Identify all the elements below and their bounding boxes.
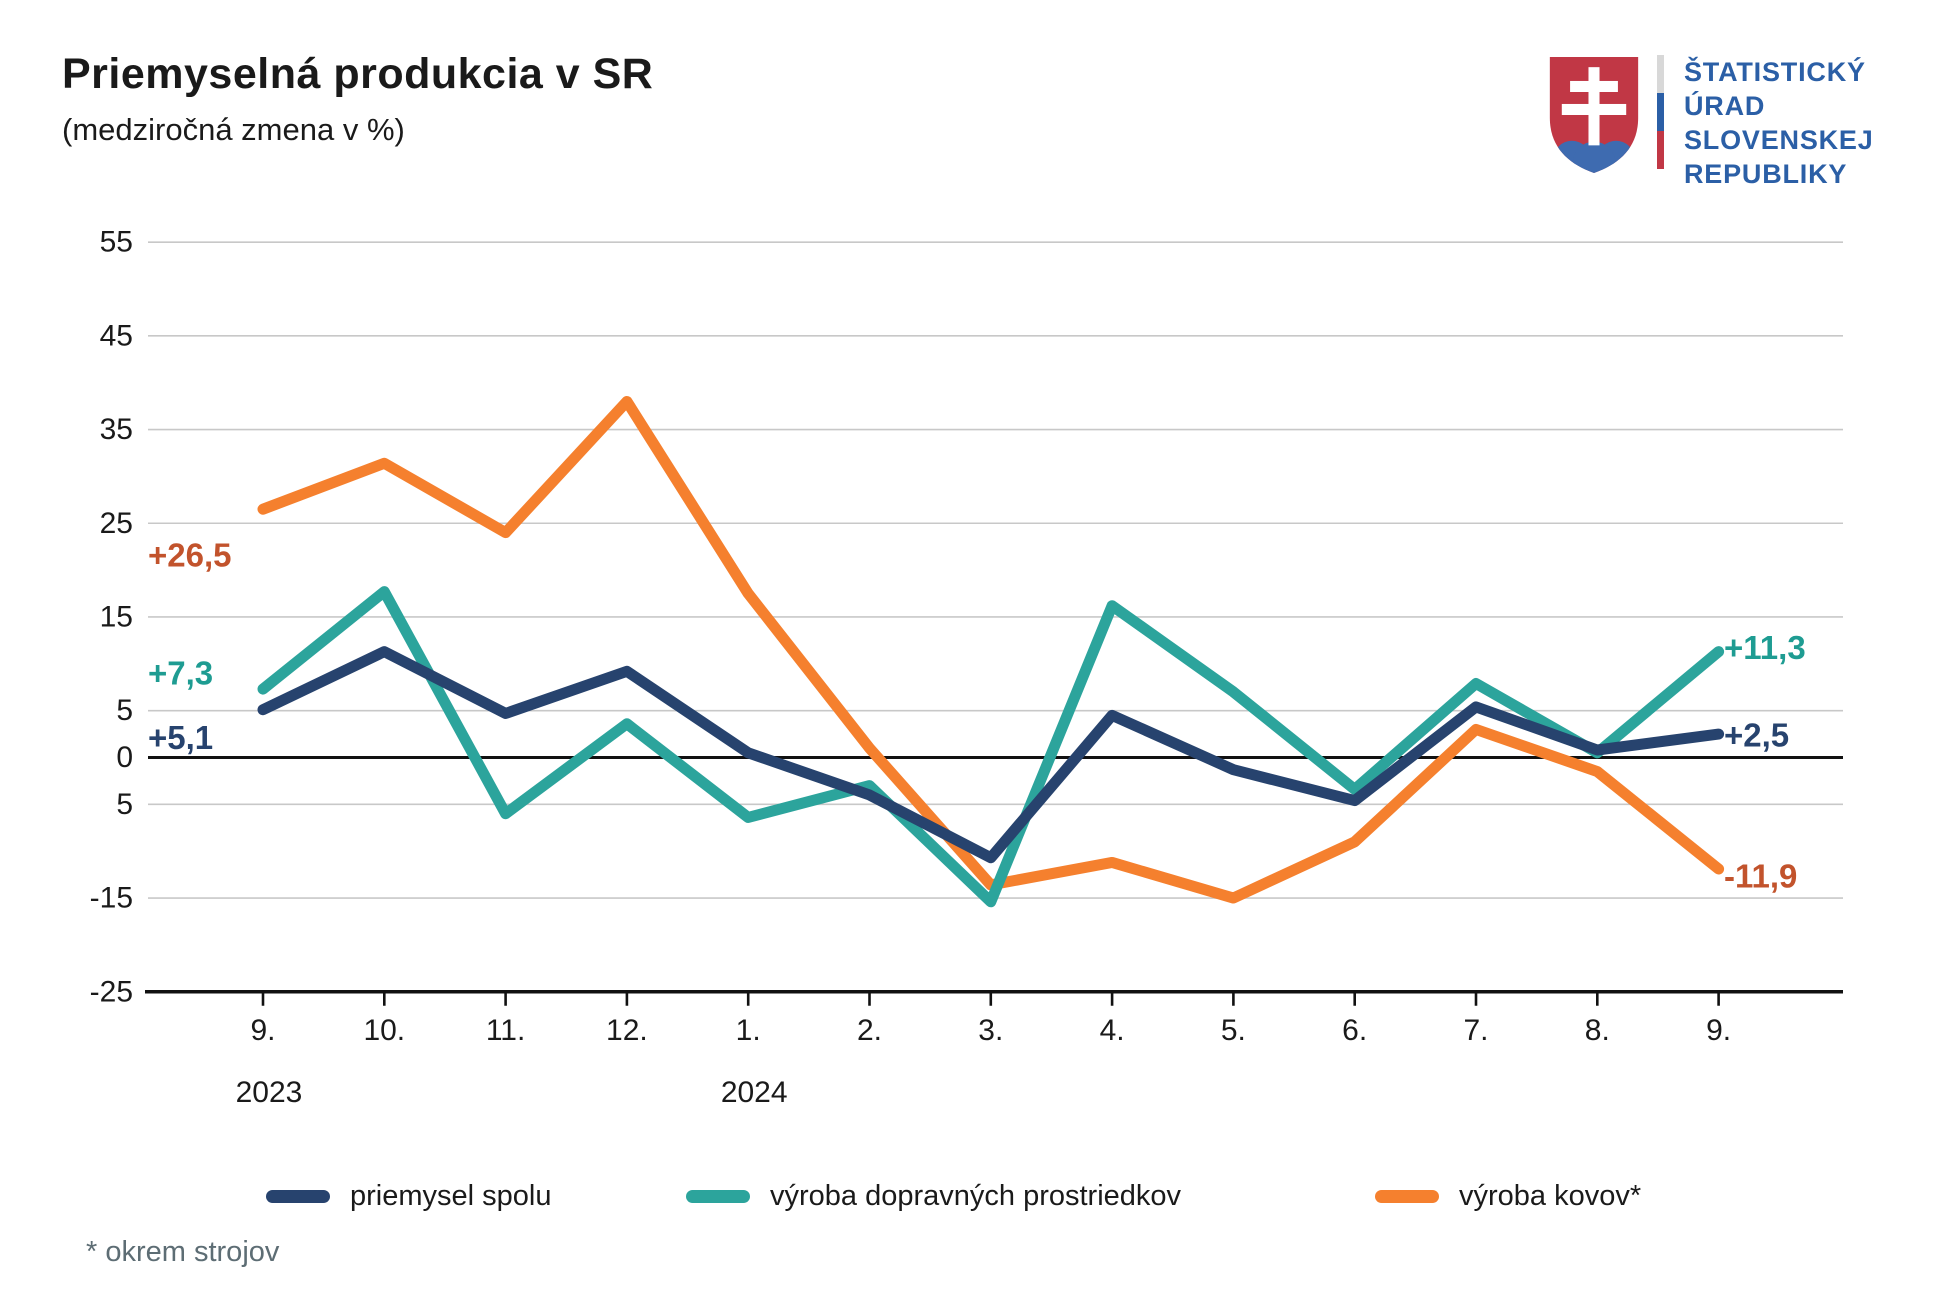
y-tick-label: 55 xyxy=(100,226,133,259)
legend-swatch-orange xyxy=(1375,1190,1439,1203)
x-tick-label: 1. xyxy=(736,1014,761,1047)
x-tick-label: 6. xyxy=(1342,1014,1367,1047)
page-subtitle: (medziročná zmena v %) xyxy=(62,112,405,147)
statistical-office-logo: ŠTATISTICKÝ ÚRAD SLOVENSKEJ REPUBLIKY xyxy=(1548,55,1874,191)
x-tick-label: 11. xyxy=(486,1014,525,1047)
legend-item-vyroba-kovov: výroba kovov* xyxy=(1375,1180,1641,1213)
logo-divider-bar xyxy=(1657,55,1664,169)
y-tick-label: 0 xyxy=(116,741,133,774)
series-line-vyroba-kovov xyxy=(257,395,1725,904)
x-tick-label: 9. xyxy=(1706,1014,1731,1047)
x-tick-label: 10. xyxy=(363,1014,405,1047)
footnote: * okrem strojov xyxy=(86,1236,280,1268)
y-tick-label: 25 xyxy=(100,507,133,540)
series-end-value-label: +11,3 xyxy=(1724,629,1806,666)
y-tick-label: 45 xyxy=(100,319,133,352)
x-tick-label: 7. xyxy=(1463,1014,1488,1047)
legend-item-vyroba-dopravnych-prostriedkov: výroba dopravných prostriedkov xyxy=(686,1180,1181,1213)
series-line-vyroba-dopravnych-prostriedkov xyxy=(257,586,1725,908)
double-cross xyxy=(1561,67,1627,146)
x-tick-label: 3. xyxy=(978,1014,1003,1047)
series-line-priemysel-spolu xyxy=(257,646,1725,864)
series-end-value-label: -11,9 xyxy=(1724,858,1797,895)
legend-label: priemysel spolu xyxy=(350,1180,552,1212)
year-label: 2024 xyxy=(721,1076,788,1109)
legend-swatch-navy xyxy=(266,1190,330,1203)
y-tick-label: 15 xyxy=(100,600,133,633)
y-tick-label: 5 xyxy=(116,788,133,821)
x-tick-label: 4. xyxy=(1100,1014,1125,1047)
logo-text: ŠTATISTICKÝ ÚRAD SLOVENSKEJ REPUBLIKY xyxy=(1684,55,1874,191)
series-end-value-label: +2,5 xyxy=(1724,717,1789,754)
legend-item-priemysel-spolu: priemysel spolu xyxy=(266,1180,551,1213)
y-tick-label: 5 xyxy=(116,694,133,727)
logo-text-line: REPUBLIKY xyxy=(1684,159,1848,189)
y-tick-label: -25 xyxy=(90,975,133,1008)
series-start-value-label: +5,1 xyxy=(148,719,213,756)
logo-text-line: ŠTATISTICKÝ xyxy=(1684,57,1866,87)
legend-label: výroba kovov* xyxy=(1459,1180,1642,1212)
y-tick-label: -15 xyxy=(90,882,133,915)
y-tick-label: 35 xyxy=(100,413,133,446)
series-start-value-label: +7,3 xyxy=(148,655,213,692)
x-tick-label: 2. xyxy=(857,1014,882,1047)
x-tick-label: 5. xyxy=(1221,1014,1246,1047)
logo-text-line: ÚRAD xyxy=(1684,91,1766,121)
x-tick-label: 8. xyxy=(1585,1014,1610,1047)
series-start-value-label: +26,5 xyxy=(148,537,232,574)
logo-text-line: SLOVENSKEJ xyxy=(1684,125,1874,155)
x-tick-label: 9. xyxy=(250,1014,275,1047)
page-title: Priemyselná produkcia v SR xyxy=(62,50,654,98)
year-label: 2023 xyxy=(236,1076,303,1109)
legend-swatch-teal xyxy=(686,1190,750,1203)
x-tick-label: 12. xyxy=(606,1014,648,1047)
slovak-coat-of-arms-icon xyxy=(1549,57,1639,173)
legend-label: výroba dopravných prostriedkov xyxy=(770,1180,1182,1212)
